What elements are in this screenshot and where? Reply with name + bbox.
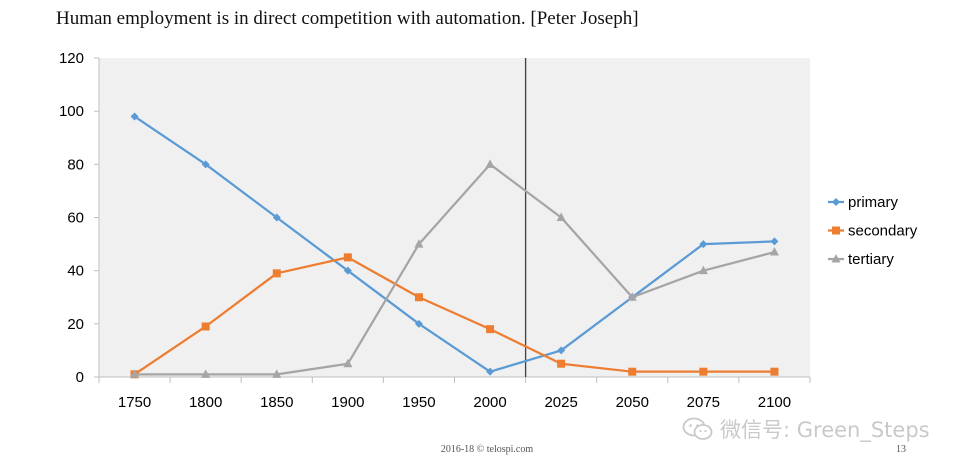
data-point-primary: [414, 319, 423, 328]
data-point-primary: [272, 213, 281, 222]
x-tick-label: 1850: [260, 394, 293, 411]
x-tick-label: 1950: [402, 394, 435, 411]
data-point-secondary: [557, 359, 566, 368]
plot-area: [99, 58, 810, 377]
data-point-tertiary: [272, 369, 282, 378]
data-point-tertiary: [627, 292, 637, 301]
data-point-primary: [557, 346, 566, 355]
data-point-primary: [770, 237, 779, 246]
data-point-secondary: [699, 367, 708, 376]
legend-label-primary: primary: [848, 194, 899, 211]
data-point-primary: [486, 367, 495, 376]
watermark-text: 微信号: Green_Steps: [720, 418, 930, 442]
data-point-secondary: [343, 253, 352, 262]
data-point-secondary: [770, 367, 779, 376]
x-tick-label: 2025: [544, 394, 577, 411]
footer-copyright: 2016-18 © telospi.com: [440, 444, 534, 455]
data-point-secondary: [272, 269, 281, 278]
legend-label-tertiary: tertiary: [848, 251, 894, 268]
x-tick-label: 1900: [331, 394, 364, 411]
data-point-tertiary: [485, 159, 495, 168]
x-tick-label: 1800: [189, 394, 222, 411]
y-tick-label: 120: [59, 50, 84, 67]
wechat-icon: [682, 416, 714, 442]
watermark: 微信号: Green_Steps: [682, 414, 930, 444]
y-tick-label: 100: [59, 103, 84, 120]
data-point-primary: [201, 160, 210, 169]
data-point-secondary: [486, 325, 495, 334]
data-point-tertiary: [201, 369, 211, 378]
data-point-tertiary: [556, 212, 566, 221]
y-tick-label: 80: [67, 156, 84, 173]
slide-title: Human employment is in direct competitio…: [56, 8, 639, 29]
x-tick-label: 2000: [473, 394, 506, 411]
y-tick-label: 20: [67, 316, 84, 333]
series-line-secondary: [133, 256, 775, 376]
data-point-primary: [699, 240, 708, 249]
data-point-tertiary: [343, 358, 353, 368]
legend-label-secondary: secondary: [848, 223, 918, 240]
data-point-primary: [130, 112, 139, 121]
y-tick-label: 0: [76, 369, 84, 386]
page-number: 13: [896, 444, 906, 455]
series-line-tertiary: [134, 163, 775, 376]
data-point-tertiary: [130, 369, 140, 378]
data-point-tertiary: [769, 247, 779, 256]
legend-marker-secondary: [832, 226, 840, 235]
y-tick-label: 60: [67, 210, 84, 227]
data-point-tertiary: [698, 265, 708, 275]
x-tick-label: 2075: [687, 394, 720, 411]
data-point-primary: [343, 266, 352, 275]
data-point-tertiary: [414, 239, 424, 248]
data-point-secondary: [414, 293, 423, 302]
data-point-secondary: [201, 322, 210, 331]
y-tick-label: 40: [67, 263, 84, 280]
x-tick-label: 2050: [616, 394, 649, 411]
x-tick-label: 2100: [758, 394, 791, 411]
series-line-primary: [133, 115, 775, 373]
x-tick-label: 1750: [118, 394, 151, 411]
legend-marker-tertiary: [831, 254, 841, 263]
data-point-secondary: [628, 367, 637, 376]
legend-marker-primary: [832, 198, 840, 206]
